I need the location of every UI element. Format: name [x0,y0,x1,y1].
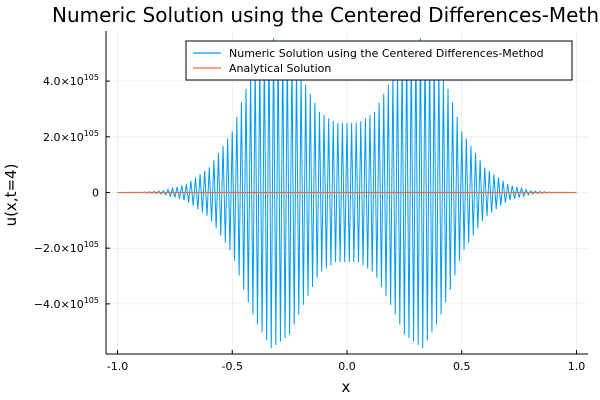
legend-label-numeric: Numeric Solution using the Centered Diff… [229,47,544,60]
y-tick-exponent: 105 [84,129,99,138]
legend-label-analytical: Analytical Solution [229,62,331,75]
x-axis-label: x [342,378,351,396]
x-tick-label-2: 0.0 [338,360,356,373]
x-tick-label-0: -1.0 [107,360,128,373]
x-tick-label-4: 1.0 [568,360,586,373]
legend: Numeric Solution using the Centered Diff… [185,40,573,81]
y-tick-mantissa: −2.0×10 [34,242,84,255]
x-tick-label-3: 0.5 [453,360,471,373]
chart-title: Numeric Solution using the Centered Diff… [52,3,600,27]
y-tick-label-2: 0 [92,187,99,200]
y-tick-exponent: 105 [84,240,99,249]
y-tick-label-4: −4.0×10105 [34,296,99,311]
y-tick-mantissa: 2.0×10 [43,131,84,144]
legend-box [185,40,573,81]
y-tick-exponent: 105 [84,296,99,305]
series-layer [117,38,577,349]
y-tick-label-0: 4.0×10105 [43,73,99,88]
y-tick-mantissa: 4.0×10 [43,75,84,88]
ticks: -1.0 -0.5 0.0 0.5 1.04.0×101052.0×101050−2.0… [34,73,585,373]
x-tick-label-1: -0.5 [222,360,243,373]
series-numeric-line [117,38,577,349]
y-tick-mantissa: −4.0×10 [34,298,84,311]
y-tick-exponent: 105 [84,73,99,82]
y-tick-label-3: −2.0×10105 [34,240,99,255]
y-tick-label-1: 2.0×10105 [43,129,99,144]
y-axis-label: u(x,t=4) [2,164,20,227]
